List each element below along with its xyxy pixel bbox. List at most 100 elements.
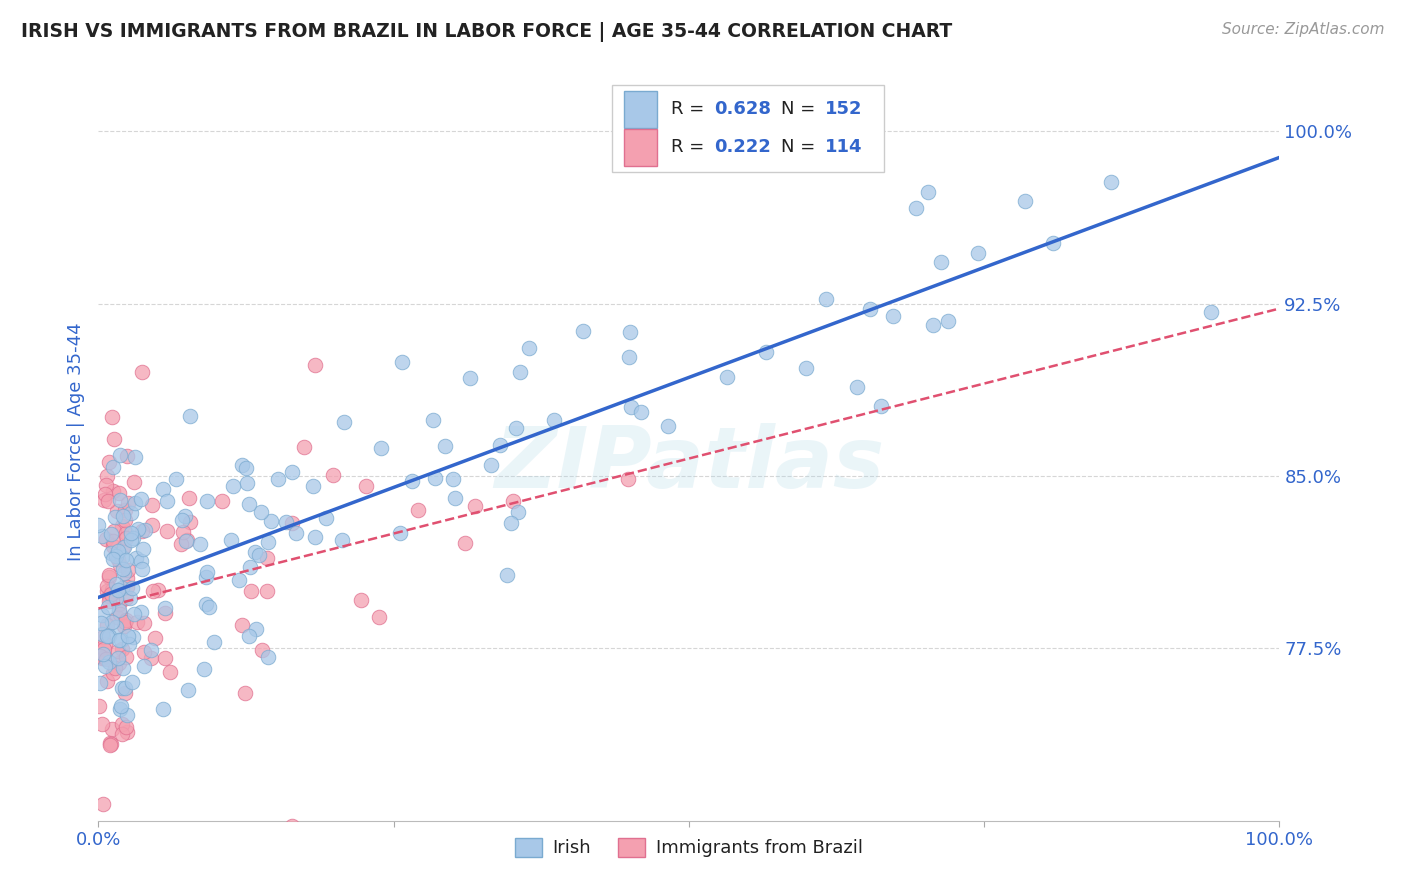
Point <box>107 610 129 624</box>
Point <box>108 493 131 508</box>
Point <box>124 475 146 489</box>
Point <box>107 632 129 647</box>
Point <box>104 591 127 605</box>
Point <box>111 518 134 533</box>
Point <box>91 627 114 641</box>
Point <box>121 630 143 644</box>
Point <box>117 496 139 510</box>
Point <box>434 439 457 453</box>
Point <box>96 583 118 598</box>
Point <box>103 460 125 475</box>
Point <box>936 314 959 328</box>
Text: R =: R = <box>671 138 710 156</box>
Point <box>114 720 136 734</box>
Point <box>250 643 273 657</box>
Point <box>90 607 112 622</box>
Point <box>132 659 155 673</box>
Point <box>97 455 120 469</box>
Point <box>94 532 117 546</box>
Point <box>197 599 219 614</box>
Point <box>257 650 280 665</box>
Point <box>155 606 177 620</box>
Point <box>103 432 125 446</box>
Point <box>630 404 652 418</box>
Point <box>657 419 679 434</box>
Point <box>194 597 217 611</box>
Point <box>96 469 118 483</box>
Point <box>131 825 153 839</box>
Point <box>422 413 444 427</box>
Point <box>103 524 125 539</box>
Text: 0.222: 0.222 <box>714 138 770 156</box>
Point <box>505 421 527 435</box>
Point <box>96 673 118 688</box>
Point <box>112 541 135 555</box>
Point <box>967 246 990 260</box>
Point <box>231 618 253 632</box>
Point <box>882 310 904 324</box>
Point <box>90 529 112 543</box>
Point <box>114 649 136 664</box>
Point <box>90 615 112 630</box>
Point <box>117 563 139 577</box>
Point <box>90 651 112 665</box>
Point <box>90 716 112 731</box>
Point <box>104 510 127 524</box>
Point <box>101 409 124 424</box>
Point <box>388 526 411 541</box>
Point <box>755 345 778 359</box>
Point <box>94 637 117 651</box>
Point <box>274 515 297 529</box>
Point <box>236 476 259 491</box>
Point <box>104 661 127 675</box>
Point <box>153 651 176 665</box>
Point <box>121 581 143 595</box>
Text: ZIPatlas: ZIPatlas <box>494 423 884 506</box>
Point <box>292 440 315 454</box>
Point <box>131 365 153 379</box>
Point <box>117 449 139 463</box>
Point <box>114 681 136 696</box>
Point <box>350 592 373 607</box>
Point <box>219 533 242 548</box>
Point <box>197 566 219 580</box>
Point <box>179 516 201 530</box>
Text: N =: N = <box>782 138 821 156</box>
Point <box>905 201 928 215</box>
Point <box>97 570 120 584</box>
Point <box>127 522 149 536</box>
Point <box>97 655 120 669</box>
Point <box>211 494 233 508</box>
Point <box>153 600 176 615</box>
Point <box>146 582 169 597</box>
Point <box>315 511 337 525</box>
Point <box>100 527 122 541</box>
Point <box>131 605 153 619</box>
Point <box>134 645 156 659</box>
Point <box>617 471 640 485</box>
Point <box>101 722 124 736</box>
Point <box>94 486 117 500</box>
Text: 0.628: 0.628 <box>714 101 770 119</box>
Point <box>105 620 128 634</box>
Point <box>479 458 502 473</box>
Point <box>249 548 271 562</box>
Point <box>125 550 148 565</box>
Point <box>177 683 200 698</box>
Point <box>114 686 136 700</box>
Point <box>101 533 124 548</box>
Point <box>332 415 354 429</box>
Point <box>425 471 447 485</box>
Point <box>367 610 389 624</box>
Point <box>105 504 128 518</box>
Point <box>131 554 153 568</box>
Point <box>104 825 127 839</box>
Point <box>107 644 129 658</box>
Point <box>114 502 136 516</box>
Point <box>129 491 152 506</box>
Point <box>115 571 138 585</box>
Point <box>125 615 148 629</box>
Point <box>1099 175 1122 189</box>
Point <box>120 506 142 520</box>
Point <box>115 580 138 594</box>
